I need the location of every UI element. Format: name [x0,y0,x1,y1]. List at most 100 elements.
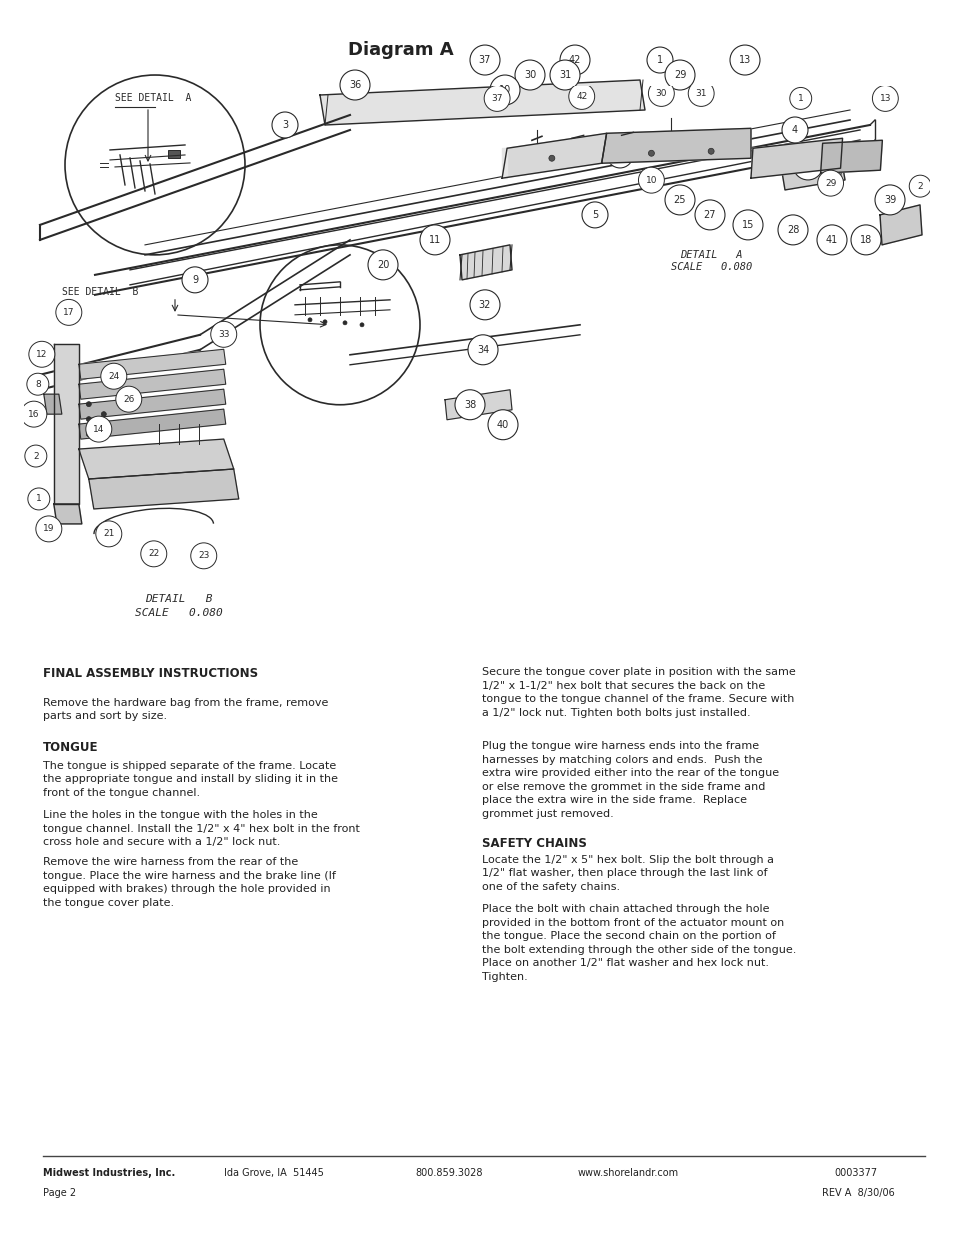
Text: 14: 14 [93,425,105,433]
Text: 35: 35 [801,161,813,170]
Circle shape [182,267,208,293]
Circle shape [115,387,142,412]
Text: 37: 37 [491,94,502,103]
Text: 1: 1 [657,56,662,65]
Text: Secure the tongue cover plate in position with the same
1/2" x 1-1/2" hex bolt t: Secure the tongue cover plate in positio… [481,667,795,718]
Text: 30: 30 [655,89,666,98]
Text: 42: 42 [568,56,580,65]
Text: 10: 10 [645,175,657,185]
Text: 41: 41 [825,235,838,245]
Polygon shape [459,245,512,280]
Circle shape [308,317,312,322]
Circle shape [687,80,714,106]
Text: 15: 15 [741,220,754,230]
Text: 4: 4 [791,125,798,135]
Text: 36: 36 [349,80,361,90]
Polygon shape [53,345,79,504]
Text: 13: 13 [879,94,890,103]
Circle shape [470,44,499,75]
Polygon shape [79,389,226,419]
Text: 23: 23 [198,551,210,561]
Text: 5: 5 [591,210,598,220]
Polygon shape [79,369,226,399]
Circle shape [419,225,450,254]
Polygon shape [89,469,238,509]
Text: www.shorelandr.com: www.shorelandr.com [577,1168,678,1178]
Text: 17: 17 [63,308,74,317]
Circle shape [850,225,880,254]
Bar [168,149,180,158]
Circle shape [211,321,236,347]
Polygon shape [501,148,507,178]
Polygon shape [79,440,233,479]
Text: Remove the wire harness from the rear of the
tongue. Place the wire harness and : Remove the wire harness from the rear of… [43,857,335,908]
Polygon shape [44,394,62,414]
Text: 29: 29 [824,179,836,188]
Circle shape [664,185,695,215]
Text: 12: 12 [36,350,48,359]
Circle shape [343,321,347,325]
Text: REV A  8/30/06: REV A 8/30/06 [821,1188,894,1198]
Text: 31: 31 [558,70,571,80]
Circle shape [638,167,663,193]
Circle shape [56,299,82,325]
Circle shape [817,170,842,196]
Text: 21: 21 [103,530,114,538]
Text: 9: 9 [192,275,198,285]
Text: 22: 22 [148,550,159,558]
Text: Plug the tongue wire harness ends into the frame
harnesses by matching colors an: Plug the tongue wire harness ends into t… [481,741,778,819]
Circle shape [86,416,91,421]
Circle shape [707,148,714,154]
Circle shape [339,70,370,100]
Text: 2: 2 [33,452,39,461]
Circle shape [484,85,510,111]
Text: 32: 32 [478,300,491,310]
Text: DETAIL   B: DETAIL B [145,594,213,604]
Polygon shape [79,350,226,379]
Text: 30: 30 [523,70,536,80]
Text: 27: 27 [703,210,716,220]
Text: 800.859.3028: 800.859.3028 [415,1168,482,1178]
Text: 1: 1 [36,494,42,504]
Text: 2: 2 [917,182,923,190]
Text: SEE DETAIL  A: SEE DETAIL A [115,93,192,103]
Circle shape [646,47,672,73]
Text: 6: 6 [617,149,622,161]
Circle shape [778,215,807,245]
Text: SCALE   0.080: SCALE 0.080 [134,608,222,618]
Polygon shape [501,133,606,178]
Circle shape [515,61,544,90]
Circle shape [874,185,904,215]
Circle shape [816,225,846,254]
Text: The tongue is shipped separate of the frame. Locate
the appropriate tongue and i: The tongue is shipped separate of the fr… [43,761,337,798]
Circle shape [488,410,517,440]
Text: Line the holes in the tongue with the holes in the
tongue channel. Install the 1: Line the holes in the tongue with the ho… [43,810,359,847]
Text: SAFETY CHAINS: SAFETY CHAINS [481,837,586,851]
Circle shape [36,516,62,542]
Circle shape [101,426,106,431]
Polygon shape [53,504,82,524]
Polygon shape [879,205,921,245]
Circle shape [568,84,594,110]
Circle shape [548,156,555,162]
Polygon shape [319,80,644,125]
Text: 42: 42 [576,91,587,101]
Circle shape [101,363,127,389]
Text: SCALE   0.080: SCALE 0.080 [670,262,751,272]
Polygon shape [601,128,750,163]
Circle shape [368,249,397,280]
Text: 8: 8 [35,379,41,389]
Circle shape [871,85,898,111]
Circle shape [272,112,297,138]
Text: 40: 40 [497,420,509,430]
Text: 33: 33 [217,330,230,338]
Circle shape [191,543,216,569]
Circle shape [86,416,112,442]
Text: Page 2: Page 2 [43,1188,76,1198]
Circle shape [789,88,811,110]
Circle shape [28,488,50,510]
Text: 25: 25 [673,195,685,205]
Text: Diagram A: Diagram A [348,41,453,59]
Circle shape [695,200,724,230]
Circle shape [21,401,47,427]
